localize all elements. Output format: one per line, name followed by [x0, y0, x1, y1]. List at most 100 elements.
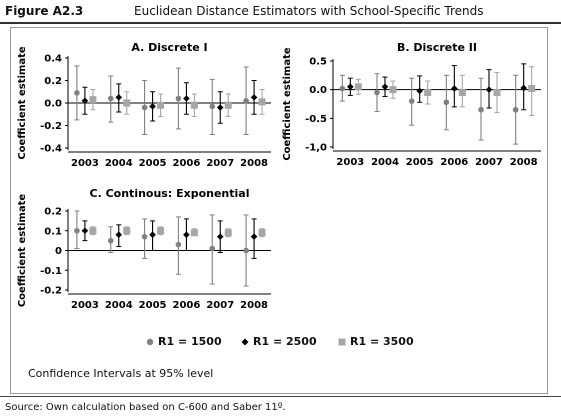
panel-1-point-circle	[209, 103, 216, 110]
panel-1-x-tick-label: 2004	[105, 158, 133, 169]
panel-1-point-diamond	[149, 103, 156, 110]
legend-diamond	[241, 338, 249, 346]
legend-diamond-marker	[241, 338, 249, 346]
confidence-note: Confidence Intervals at 95% level	[28, 367, 214, 380]
panel-2-point-square	[528, 85, 536, 93]
panel-1-y-tick-label: -0.2	[40, 121, 62, 132]
legend-item-r1-1500: R1 = 1500	[146, 335, 222, 348]
panel-1-point-square	[157, 101, 165, 109]
panel-2-title: B. Discrete II	[397, 41, 477, 54]
panel-2-point-diamond	[381, 83, 389, 91]
panel-1-point-diamond	[183, 95, 190, 102]
panel-2-y-tick-label: 0.5	[309, 57, 327, 68]
panel-1-x-tick-label: 2007	[206, 158, 234, 169]
panel-2-point-square	[458, 89, 466, 97]
panel-3-point-circle	[175, 241, 182, 248]
panel-2-point-circle	[443, 99, 450, 106]
panel-2-point-circle	[374, 89, 380, 96]
panel-3-point-square	[89, 227, 97, 235]
panel-3-y-tick-label: -0.1	[40, 266, 62, 277]
panel-2-point-square	[354, 83, 362, 91]
panel-3-y-axis-label: Coefficient estimate	[17, 194, 28, 308]
legend: R1 = 1500 R1 = 2500 R1 = 3500	[146, 335, 446, 349]
legend-square-marker	[338, 338, 346, 346]
panel-3-point-circle	[107, 237, 114, 244]
legend-item-r1-2500: R1 = 2500	[241, 335, 317, 348]
panel-3-point-square	[190, 229, 198, 237]
panel-3-point-diamond	[216, 233, 224, 240]
panel-2-point-circle	[512, 106, 519, 113]
source-note: Source: Own calculation based on C-600 a…	[5, 402, 286, 413]
panel-1-point-square	[190, 101, 198, 109]
legend-label-r1-2500: R1 = 2500	[253, 335, 317, 348]
panel-1-y-axis-label: Coefficient estimate	[17, 46, 28, 160]
figure-title: Euclidean Distance Estimators with Schoo…	[134, 4, 484, 18]
panel-3-y-tick-label: 0	[55, 246, 62, 257]
panel-1-point-square	[123, 99, 131, 107]
panel-1-title: A. Discrete I	[131, 41, 207, 54]
panel-2-point-square	[493, 89, 501, 97]
panel-3-point-square	[224, 229, 232, 237]
panel-1-point-diamond	[250, 94, 258, 101]
panel-3-x-tick-label: 2006	[172, 300, 200, 311]
panel-1-point-square	[224, 101, 232, 109]
legend-square	[338, 338, 346, 346]
panel-1-point-diamond	[216, 104, 224, 111]
panel-3-point-diamond	[250, 233, 258, 240]
panel-3-x-tick-label: 2007	[206, 300, 234, 311]
panel-2-x-tick-label: 2005	[406, 157, 434, 168]
bottom-rule	[0, 396, 561, 397]
panel-3-x-tick-label: 2005	[139, 300, 167, 311]
panel-1-point-circle	[175, 95, 182, 102]
legend-circle	[146, 338, 154, 346]
panel-1-y-tick-label: 0.0	[44, 99, 62, 110]
panel-1-point-circle	[74, 90, 80, 96]
panel-3-point-circle	[141, 233, 148, 240]
panel-2-y-tick-label: 0.0	[309, 85, 327, 96]
panel-2-y-tick-label: -0.5	[305, 114, 327, 125]
panel-2-point-square	[424, 89, 432, 97]
panel-3-title: C. Continous: Exponential	[90, 187, 250, 200]
panel-3-x-tick-label: 2003	[71, 300, 99, 311]
legend-item-r1-3500: R1 = 3500	[338, 335, 414, 348]
panel-1-y-tick-label: 0.2	[44, 76, 62, 87]
panel-1-point-circle	[141, 104, 148, 111]
panel-1-x-tick-label: 2005	[139, 158, 167, 169]
panel-3-point-square	[258, 229, 266, 237]
panel-2-point-square	[389, 86, 397, 94]
panel-2-point-diamond	[485, 86, 493, 93]
panel-2-x-tick-label: 2004	[371, 157, 399, 168]
panel-2-point-diamond	[520, 84, 527, 92]
panel-1-x-tick-label: 2006	[172, 158, 200, 169]
panel-3-y-tick-label: 0.1	[44, 226, 62, 237]
panel-2-point-diamond	[347, 83, 354, 91]
panel-1-point-square	[258, 98, 266, 106]
top-rule	[0, 22, 561, 24]
panel-3-point-square	[157, 227, 165, 235]
panel-1-point-circle	[243, 97, 249, 104]
panel-3-x-tick-label: 2004	[105, 300, 133, 311]
panel-2-x-tick-label: 2007	[475, 157, 503, 168]
panel-2-y-tick-label: -1,0	[305, 143, 327, 154]
panel-3-y-tick-label: -0.2	[40, 286, 62, 297]
panel-2-point-circle	[408, 98, 415, 104]
figure-label: Figure A2.3	[5, 4, 84, 18]
panel-2-x-tick-label: 2006	[440, 157, 468, 168]
panel-2-x-tick-label: 2008	[510, 157, 538, 168]
panel-2-point-diamond	[416, 87, 423, 95]
panel-3-y-tick-label: 0.2	[44, 207, 62, 218]
panel-1-x-tick-label: 2008	[240, 158, 268, 169]
panel-1-point-diamond	[115, 94, 123, 101]
panel-3-point-diamond	[115, 231, 123, 238]
panel-1-point-circle	[107, 95, 114, 102]
panel-3-point-diamond	[149, 231, 156, 238]
panel-3-point-circle	[209, 245, 216, 252]
legend-circle-marker	[146, 338, 154, 346]
panel-3-point-circle	[74, 227, 80, 234]
panel-3-point-diamond	[183, 231, 190, 238]
panel-1-point-square	[89, 96, 97, 104]
panel-2-point-circle	[478, 106, 484, 113]
panel-1-point-diamond	[81, 97, 89, 105]
figure-frame	[10, 27, 548, 394]
